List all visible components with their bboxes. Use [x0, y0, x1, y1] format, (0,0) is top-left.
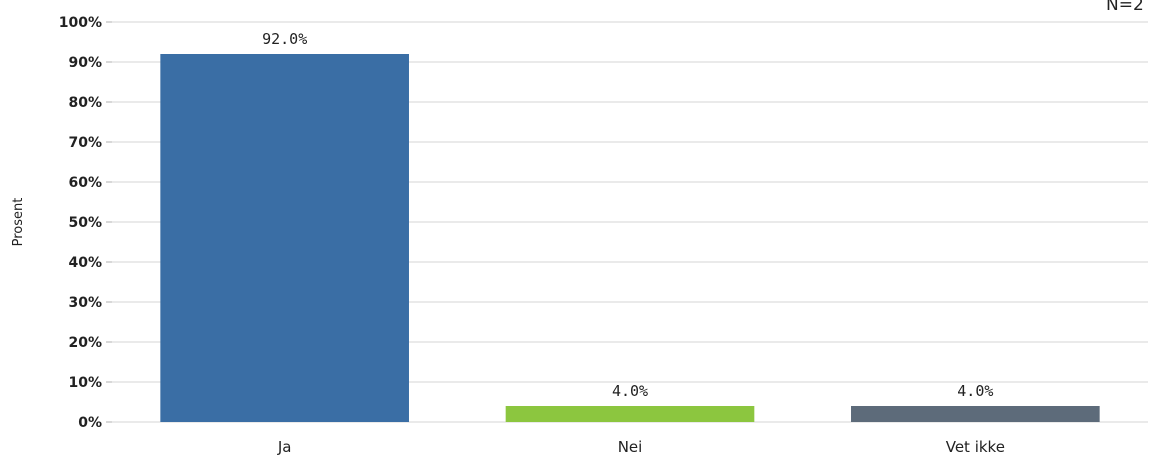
y-tick-label: 50% — [68, 215, 102, 231]
y-tick-label: 100% — [59, 15, 102, 31]
y-axis-label: Prosent — [11, 198, 26, 247]
data-labels: 92.0% 4.0% 4.0% — [262, 30, 993, 400]
bar-ja — [160, 54, 409, 422]
data-label: 4.0% — [957, 382, 993, 400]
y-tick-label: 20% — [68, 335, 102, 351]
y-tick-label: 30% — [68, 295, 102, 311]
y-tick-label: 90% — [68, 55, 102, 71]
y-tick-label: 10% — [68, 375, 102, 391]
category-label: Nei — [618, 438, 643, 456]
y-tick-label: 60% — [68, 175, 102, 191]
category-label: Ja — [277, 438, 292, 456]
bar-nei — [505, 406, 755, 422]
bars — [160, 54, 1100, 422]
y-tick-label: 0% — [78, 415, 102, 431]
y-axis-ticks: 0% 10% 20% 30% 40% 50% 60% 70% 80% 90% 100% — [59, 15, 112, 431]
data-label: 92.0% — [262, 30, 307, 48]
y-tick-label: 80% — [68, 95, 102, 111]
data-label: 4.0% — [612, 382, 648, 400]
y-tick-label: 70% — [68, 135, 102, 151]
x-axis-categories: Ja Nei Vet ikke — [277, 438, 1005, 456]
category-label: Vet ikke — [946, 438, 1005, 456]
sample-size-note: N=2 — [1106, 0, 1144, 15]
bar-vet-ikke — [851, 406, 1100, 422]
y-tick-label: 40% — [68, 255, 102, 271]
